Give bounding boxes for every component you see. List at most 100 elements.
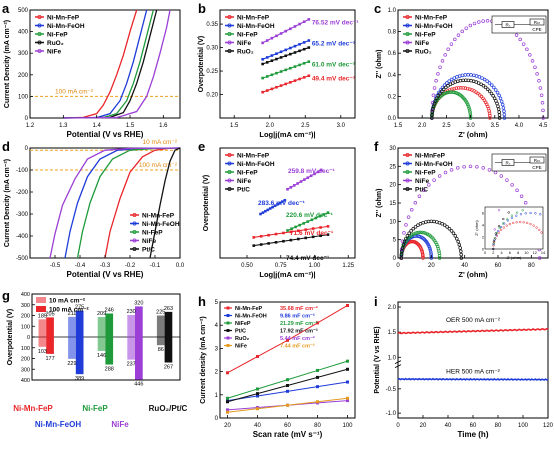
panel-f-point bbox=[462, 164, 466, 169]
panel-h-xtick-label: 20 bbox=[224, 423, 231, 429]
panel-e-point bbox=[322, 213, 326, 216]
panel-c-point bbox=[438, 91, 442, 96]
panel-c-xtick-label: 3.5 bbox=[491, 123, 500, 129]
panel-c-circuit-rct bbox=[529, 18, 545, 26]
panel-c-point bbox=[502, 116, 507, 120]
panel-e-point bbox=[310, 218, 314, 222]
panel-f-point bbox=[436, 246, 441, 251]
panel-f-point bbox=[515, 188, 519, 193]
panel-g-value-label: 267 bbox=[164, 365, 173, 371]
panel-h-point bbox=[346, 396, 349, 400]
panel-c-point bbox=[468, 87, 472, 91]
panel-g-value-label: 177 bbox=[45, 356, 54, 362]
panel-c-ylabel: Z'' (ohm) bbox=[376, 50, 383, 79]
panel-g-bar-oer-100 bbox=[46, 317, 54, 337]
panel-f-inset-point bbox=[512, 221, 515, 225]
panel-f-inset-point bbox=[502, 217, 505, 221]
panel-f-point bbox=[404, 236, 408, 241]
panel-c-point bbox=[449, 42, 454, 46]
panel-f-inset-point bbox=[538, 228, 541, 232]
panel-f-point bbox=[417, 194, 422, 198]
panel-c-point bbox=[467, 106, 471, 110]
panel-b-point bbox=[270, 73, 274, 77]
panel-c-point bbox=[540, 101, 545, 105]
panel-e-point bbox=[304, 236, 308, 240]
panel-f-ylabel: Z'' (ohm) bbox=[376, 189, 383, 218]
panel-f-inset-point bbox=[529, 211, 532, 215]
panel-b-point bbox=[293, 25, 297, 28]
panel-e-legend-label: Ni-FeP bbox=[237, 170, 258, 177]
panel-c-point bbox=[463, 73, 468, 77]
panel-e-slope-label: 71.6 mV dec⁻¹ bbox=[290, 230, 333, 237]
panel-d-legend-marker bbox=[132, 238, 137, 243]
panel-g-bar-oer-10 bbox=[156, 315, 165, 337]
panel-e-legend-label: Ni-Mn-FeOH bbox=[237, 161, 275, 168]
panel-b-point bbox=[302, 47, 306, 51]
panel-letter-b: b bbox=[198, 1, 206, 16]
panel-f-inset-point bbox=[500, 228, 503, 232]
panel-e-point bbox=[264, 209, 267, 213]
panel-f-inset-xtick-label: 4 bbox=[501, 251, 503, 255]
panel-f-point bbox=[407, 231, 411, 236]
panel-g-value-label: 389 bbox=[75, 376, 84, 382]
panel-g-value-label: 146 bbox=[97, 353, 106, 359]
panel-c-point bbox=[494, 88, 498, 92]
panel-c-xtick-label: 4.5 bbox=[539, 123, 548, 129]
panel-d-ytick-label: -300 bbox=[16, 212, 29, 218]
panel-f-point bbox=[437, 253, 442, 258]
panel-b-slope-label: 65.2 mV dec⁻¹ bbox=[312, 41, 355, 48]
panel-b-point bbox=[279, 32, 283, 35]
panel-d-series-line bbox=[49, 147, 181, 259]
panel-c-xtick-label: 2.5 bbox=[442, 123, 451, 129]
panel-f-legend-label: NiFe bbox=[415, 178, 429, 185]
panel-e-slope-label: 259.8 mV dec⁻¹ bbox=[288, 168, 335, 175]
panel-b-point bbox=[261, 76, 264, 80]
panel-e-xtick-label: 1.00 bbox=[309, 263, 321, 269]
panel-c-point bbox=[480, 76, 484, 80]
panel-h-point bbox=[316, 385, 319, 389]
panel-f-inset-point bbox=[524, 212, 527, 215]
panel-b-point bbox=[307, 60, 311, 63]
panel-d-legend-label: Ni-Mn-FeOH bbox=[142, 221, 180, 228]
panel-f-point bbox=[437, 256, 442, 260]
panel-i-her-label: HER 500 mA cm⁻² bbox=[446, 369, 500, 376]
panel-e-point bbox=[319, 226, 322, 229]
panel-e-point bbox=[290, 227, 293, 231]
panel-f-xtick-label: 60 bbox=[495, 263, 502, 269]
panel-c-point bbox=[456, 33, 461, 37]
panel-h-point bbox=[286, 389, 289, 393]
panel-d-xlabel: Potential (V vs RHE) bbox=[67, 270, 144, 279]
panel-e-xtick-label: 1.25 bbox=[342, 263, 354, 269]
panel-a-legend-marker bbox=[37, 49, 42, 54]
panel-f-legend-label: Ni-MnFeP bbox=[415, 153, 446, 160]
panel-c-point bbox=[464, 26, 468, 30]
panel-f-point bbox=[402, 231, 406, 235]
panel-d-legend-marker bbox=[132, 212, 137, 217]
panel-f-point bbox=[475, 164, 479, 169]
panel-b-point bbox=[293, 65, 297, 68]
panel-c-ytick-label: 0.4 bbox=[388, 73, 397, 79]
panel-a-legend-marker bbox=[37, 32, 42, 37]
panel-h-legend-value: 7.44 mF cm⁻² bbox=[280, 343, 315, 350]
panel-e-point bbox=[282, 231, 285, 235]
panel-g-category-label: Ni-Mn-FeP bbox=[13, 404, 53, 413]
panel-e-point bbox=[313, 172, 316, 176]
panel-b-point bbox=[265, 61, 269, 64]
panel-c-point bbox=[466, 104, 471, 108]
panel-f-inset-xtick-label: 0 bbox=[484, 251, 486, 255]
panel-d-xtick-label: -0.1 bbox=[150, 263, 161, 269]
panel-e-point bbox=[319, 168, 323, 172]
panel-f-legend-marker bbox=[405, 161, 410, 166]
panel-f-inset-point bbox=[519, 220, 522, 224]
panel-h-point bbox=[316, 400, 319, 404]
panel-c-legend-label: RuO₂ bbox=[415, 49, 432, 56]
panel-e-point bbox=[268, 207, 272, 210]
panel-f-legend-marker bbox=[405, 152, 410, 157]
panel-b-ytick-label: 0.20 bbox=[206, 93, 218, 99]
panel-c-point bbox=[468, 110, 472, 114]
panel-b-point bbox=[293, 51, 297, 54]
panel-h-point bbox=[226, 371, 229, 375]
panel-f-point bbox=[481, 166, 485, 170]
panel-h-legend-label: Ni-Mn-FeOH bbox=[235, 314, 267, 320]
panel-e-xlabel: Log|j(mA cm⁻²)| bbox=[259, 270, 315, 279]
